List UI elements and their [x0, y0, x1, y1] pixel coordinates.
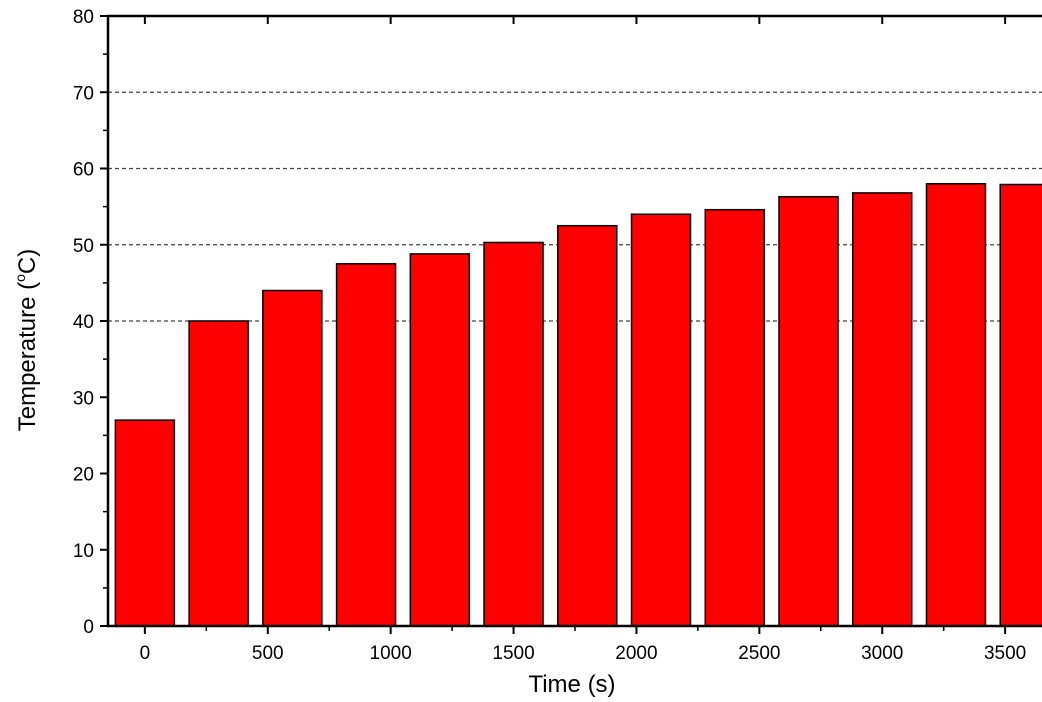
y-tick-label-50: 50 — [73, 236, 94, 257]
bar-5 — [483, 241, 544, 627]
x-tick-label-1500: 1500 — [492, 643, 534, 664]
ticks — [100, 15, 1007, 634]
y-axis-title-main: Temperature ( — [14, 282, 41, 431]
x-tick-label-2000: 2000 — [615, 643, 657, 664]
bar-11 — [925, 183, 987, 627]
bar-8 — [704, 208, 766, 627]
y-tick-label-30: 30 — [73, 388, 94, 409]
bar-6 — [557, 224, 618, 627]
bar-3 — [335, 263, 397, 627]
y-tick-label-40: 40 — [73, 312, 94, 333]
x-axis-title: Time (s) — [528, 671, 615, 698]
bar-0 — [114, 419, 176, 627]
y-tick-label-70: 70 — [73, 83, 94, 104]
y-tick-label-20: 20 — [73, 465, 94, 486]
bar-10 — [851, 192, 913, 627]
y-tick-label-80: 80 — [73, 7, 94, 28]
bar-9 — [778, 195, 839, 627]
bar-2 — [262, 289, 323, 627]
x-tick-label-1000: 1000 — [370, 643, 412, 664]
y-tick-label-10: 10 — [73, 541, 94, 562]
x-tick-label-3500: 3500 — [984, 643, 1026, 664]
bar-12 — [999, 183, 1042, 627]
y-axis-title: Temperature (oC) — [12, 249, 41, 432]
bar-1 — [188, 320, 249, 627]
bars — [114, 183, 1042, 627]
y-tick-label-60: 60 — [73, 160, 94, 181]
y-axis-title-unit: C) — [14, 249, 41, 274]
bar-7 — [630, 213, 692, 627]
x-tick-label-3000: 3000 — [861, 643, 903, 664]
tick-labels: 0 10 20 30 40 50 60 70 80 0 500 1000 1500 2000 2500 300… — [73, 7, 1026, 664]
y-axis-title-degree: o — [12, 274, 28, 282]
x-tick-label-0: 0 — [140, 643, 151, 664]
bar-4 — [409, 253, 471, 627]
y-tick-label-0: 0 — [83, 617, 94, 638]
x-tick-label-2500: 2500 — [738, 643, 780, 664]
x-tick-label-500: 500 — [252, 643, 284, 664]
